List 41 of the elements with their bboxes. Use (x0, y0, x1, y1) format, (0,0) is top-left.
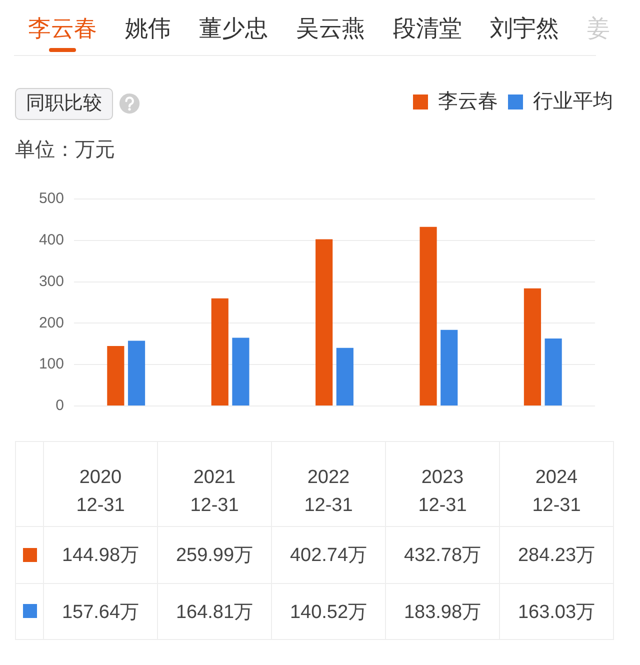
text: 吴云燕 (296, 14, 365, 43)
y-tick-label: 100 (38, 356, 64, 373)
x-tick-label: 2022 12-31 (272, 442, 386, 526)
data-label: 157.64万 (44, 584, 158, 640)
bar (420, 226, 437, 406)
data-label: 259.99万 (158, 526, 272, 584)
y-axis-title: 单位：万元 (15, 138, 115, 163)
x-tick-label: 2024 12-31 (500, 442, 614, 526)
bar (232, 338, 250, 406)
legend-label: 李云春 (438, 90, 498, 113)
data-label: 144.98万 (44, 526, 158, 584)
data-label: 163.03万 (500, 584, 614, 640)
y-tick-label: 500 (38, 190, 64, 208)
x-tick-label: 2023 12-31 (386, 442, 500, 526)
text: 刘宇然 (490, 14, 559, 43)
text: 段清堂 (393, 14, 462, 43)
bar (544, 338, 562, 406)
y-tick-label: 300 (38, 272, 64, 290)
data-label: 140.52万 (272, 584, 386, 640)
data-label: 164.81万 (158, 584, 272, 640)
bar (316, 239, 333, 406)
y-tick-label: 400 (38, 232, 64, 249)
y-tick-label: 0 (56, 397, 64, 414)
text: 李云春 (28, 14, 97, 43)
data-label: 402.74万 (272, 526, 386, 584)
compare-button[interactable]: 同职比较 (15, 88, 113, 120)
data-label: 183.98万 (386, 584, 500, 640)
data-label: 432.78万 (386, 526, 500, 584)
data-label: 284.23万 (500, 526, 614, 584)
x-tick-label: 2020 12-31 (44, 442, 158, 526)
x-tick-label: 2021 12-31 (158, 442, 272, 526)
y-tick-label: 200 (38, 314, 64, 332)
bar (128, 340, 146, 406)
bar (524, 288, 542, 406)
bar (336, 348, 354, 406)
text: 董少忠 (199, 14, 268, 43)
bar (211, 298, 228, 406)
bar (107, 346, 124, 406)
text: 姚伟 (125, 14, 171, 43)
bar (440, 330, 458, 406)
legend-label: 行业平均 (533, 90, 613, 113)
